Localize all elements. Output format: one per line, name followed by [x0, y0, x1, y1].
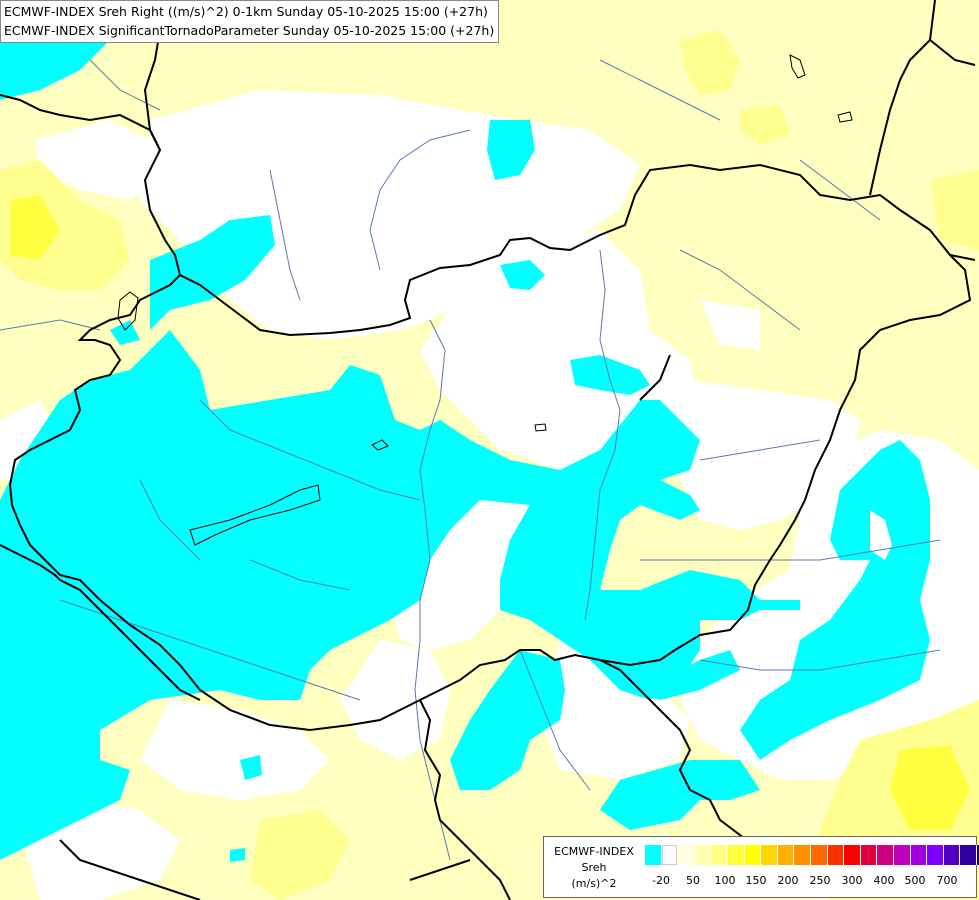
legend-tick-label: 250 [809, 874, 831, 887]
legend-swatch [827, 845, 845, 865]
legend-color-scale [645, 845, 979, 865]
white-areas [0, 90, 979, 900]
legend-swatch [661, 845, 679, 865]
legend-tick-label: 200 [777, 874, 799, 887]
legend-swatch [678, 845, 695, 865]
legend-unit: (m/s)^2 [571, 877, 617, 890]
legend-swatch [711, 845, 728, 865]
legend-swatch [727, 845, 745, 865]
legend-tick-label: -20 [652, 874, 670, 887]
legend-swatch [943, 845, 961, 865]
legend-tick-label: 100 [714, 874, 736, 887]
legend-swatch [910, 845, 928, 865]
legend-tick-label: 400 [873, 874, 895, 887]
legend-swatch [860, 845, 878, 865]
legend-swatch [761, 845, 778, 865]
legend-tick-label: 50 [686, 874, 700, 887]
legend-swatch [976, 845, 979, 865]
legend-swatch [645, 845, 662, 865]
legend-ticks: -20 50 100 150 200 250 300 400 500 700 [645, 874, 973, 890]
title-line-1: ECMWF-INDEX Sreh Right ((m/s)^2) 0-1km S… [4, 4, 488, 19]
legend-swatch [844, 845, 861, 865]
legend-swatch [877, 845, 894, 865]
map-title-box: ECMWF-INDEX Sreh Right ((m/s)^2) 0-1km S… [0, 0, 500, 43]
legend: ECMWF-INDEX Sreh (m/s)^2 -20 50 100 150 200 2… [543, 836, 979, 898]
legend-swatch [777, 845, 795, 865]
legend-swatch [694, 845, 712, 865]
legend-tick-label: 700 [936, 874, 958, 887]
legend-swatch [960, 845, 977, 865]
legend-swatch [810, 845, 828, 865]
legend-swatch [794, 845, 811, 865]
legend-tick-label: 300 [841, 874, 863, 887]
legend-swatch [893, 845, 911, 865]
legend-swatch [744, 845, 762, 865]
legend-swatch [927, 845, 944, 865]
legend-tick-label: 150 [745, 874, 767, 887]
legend-variable: Sreh [581, 861, 607, 874]
legend-tick-label: 500 [904, 874, 926, 887]
cyan-areas [0, 20, 930, 862]
title-line-2: ECMWF-INDEX SignificantTornadoParameter … [4, 23, 495, 38]
legend-source: ECMWF-INDEX [554, 845, 634, 858]
